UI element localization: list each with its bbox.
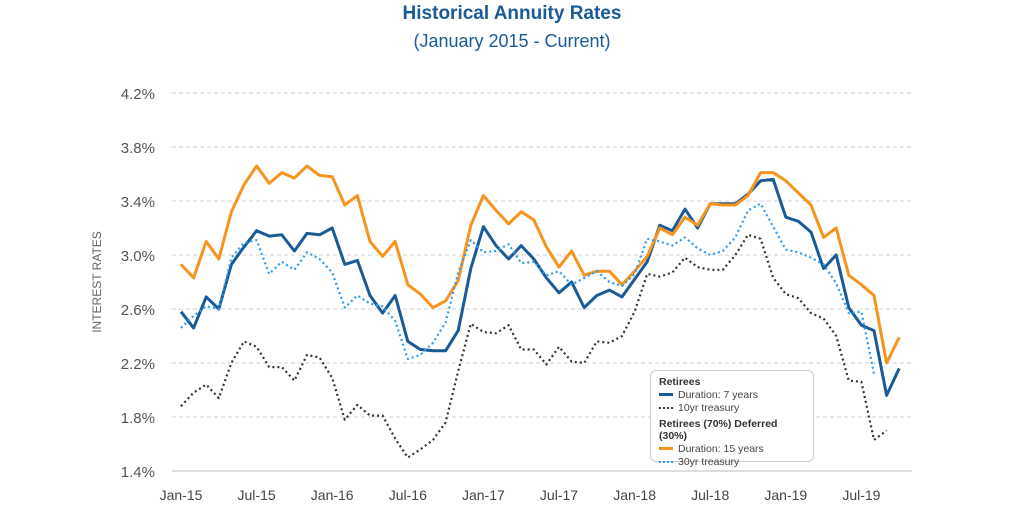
legend-group-title: Retirees (70%) Deferred (30%) [659, 418, 778, 442]
legend-label: Duration: 7 years [678, 388, 758, 401]
chart-subtitle: (January 2015 - Current) [413, 31, 611, 51]
legend-item-10yr: 10yr treasury [659, 401, 805, 414]
y-tick-label: 3.8% [121, 140, 155, 157]
legend-swatch [659, 447, 673, 450]
legend: Retirees Duration: 7 years 10yr treasury… [650, 370, 814, 468]
series-line-duration-15-years [179, 164, 901, 365]
legend-item-15yr: Duration: 15 years [659, 442, 805, 455]
legend-label: 10yr treasury [678, 401, 740, 414]
y-tick-label: 3.4% [121, 194, 155, 211]
series-line-30yr-treasury [180, 202, 876, 375]
x-tick-label: Jul-15 [238, 487, 276, 503]
legend-swatch [659, 460, 673, 463]
legend-item-7yr: Duration: 7 years [659, 388, 805, 401]
y-tick-label: 4.2% [121, 86, 155, 103]
y-tick-label: 1.8% [121, 410, 155, 427]
x-tick-label: Jul-17 [540, 487, 578, 503]
x-tick-label: Jul-19 [842, 487, 880, 503]
legend-swatch [659, 393, 673, 396]
x-tick-label: Jan-19 [764, 487, 807, 503]
series-line-10yr-treasury [180, 233, 888, 459]
legend-item-30yr: 30yr treasury [659, 455, 805, 468]
x-tick-label: Jul-16 [389, 487, 427, 503]
x-tick-label: Jan-18 [613, 487, 656, 503]
y-tick-label: 1.4% [121, 464, 155, 481]
legend-label: Duration: 15 years [678, 442, 764, 455]
x-tick-label: Jan-15 [160, 487, 203, 503]
x-tick-label: Jan-17 [462, 487, 505, 503]
legend-group-title: Retirees [659, 376, 701, 388]
legend-swatch [659, 406, 673, 409]
y-tick-label: 3.0% [121, 248, 155, 265]
y-tick-label: 2.2% [121, 356, 155, 373]
x-tick-label: Jan-16 [311, 487, 354, 503]
y-axis-label: INTEREST RATES [90, 231, 104, 333]
legend-label: 30yr treasury [678, 455, 740, 468]
x-tick-label: Jul-18 [691, 487, 729, 503]
chart-title: Historical Annuity Rates [402, 3, 622, 24]
y-tick-label: 2.6% [121, 302, 155, 319]
